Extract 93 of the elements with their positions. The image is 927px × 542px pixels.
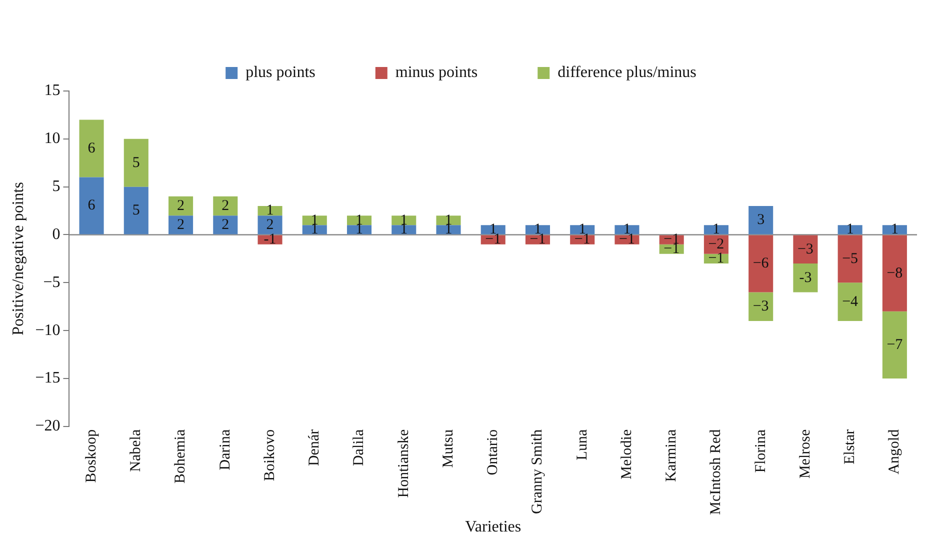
data-label: 2: [222, 198, 230, 214]
data-label: 1: [846, 222, 854, 238]
data-label: 6: [88, 140, 96, 156]
bar: [525, 235, 550, 244]
legend-label: minus points: [395, 64, 478, 82]
bar: [793, 235, 818, 264]
data-label: −8: [886, 265, 903, 282]
bar: [838, 225, 862, 234]
legend-label: difference plus/minus: [558, 64, 696, 82]
data-label: −7: [886, 336, 904, 353]
bar: [838, 235, 862, 283]
bar: [480, 225, 506, 234]
bar: [258, 206, 282, 216]
bar: [614, 235, 640, 244]
y-tick-label: 0: [52, 226, 60, 243]
x-tick-label: Darina: [217, 429, 234, 470]
bar: [748, 235, 774, 292]
x-tick-label: Angold: [886, 428, 903, 474]
bar: [793, 263, 818, 292]
bar: [480, 235, 506, 244]
x-tick-label: Luna: [574, 429, 590, 460]
bar: [258, 216, 282, 234]
data-label: 1: [266, 202, 274, 219]
data-label: -3: [799, 270, 812, 286]
bar: [258, 235, 282, 244]
x-tick-label: Bohemia: [172, 429, 189, 484]
data-label: 1: [310, 222, 318, 238]
bar: [302, 216, 327, 226]
bar: [882, 311, 907, 378]
bar: [302, 225, 327, 234]
bar: [838, 282, 862, 321]
y-tick-label: 10: [44, 130, 60, 148]
x-tick-label: Hontianske: [396, 429, 412, 498]
data-label: 1: [489, 222, 497, 238]
bar: [570, 235, 595, 244]
x-tick-label: Mutsu: [440, 428, 456, 468]
y-tick-label: 5: [52, 178, 60, 196]
y-tick-label: −10: [35, 322, 60, 339]
bar: [168, 196, 194, 216]
x-tick-label: Dalila: [351, 429, 368, 466]
x-axis-title: Varieties: [465, 518, 522, 536]
x-tick-label: Boikovo: [262, 429, 278, 482]
x-tick-label: Granny Smith: [530, 428, 546, 514]
bar: [213, 216, 238, 234]
bar: [748, 206, 774, 234]
bar: [124, 138, 148, 187]
bar: [659, 235, 684, 244]
bar: [748, 292, 774, 321]
data-label: 5: [132, 154, 140, 171]
x-tick-label: Boskoop: [83, 429, 100, 483]
data-label: −4: [842, 294, 859, 310]
data-label: -1: [264, 232, 276, 248]
legend-label: plus points: [246, 64, 316, 82]
bar: [79, 120, 104, 178]
bar: [436, 216, 461, 226]
x-tick-label: Nabela: [128, 429, 144, 472]
data-label: −5: [842, 250, 858, 267]
x-tick-label: Melodie: [618, 429, 635, 480]
data-label: 6: [88, 198, 96, 214]
data-label: −3: [752, 298, 769, 315]
y-tick-label: −20: [35, 418, 60, 435]
bar: [614, 225, 640, 234]
x-tick-label: Elstar: [842, 429, 858, 464]
bar: [168, 216, 194, 234]
y-tick-label: −15: [35, 370, 60, 387]
data-label: 1: [890, 222, 898, 238]
data-label: 1: [534, 222, 542, 238]
data-label: 2: [177, 198, 185, 214]
data-label: 1: [712, 222, 720, 238]
x-tick-label: Ontario: [485, 429, 502, 476]
data-label: 5: [132, 202, 140, 218]
x-tick-label: Karmina: [664, 429, 680, 482]
data-label: −6: [752, 256, 770, 272]
data-label: −1: [708, 250, 724, 267]
bar: [124, 186, 148, 234]
data-label: −3: [797, 241, 814, 258]
y-axis-title: Positive/negative points: [10, 182, 27, 336]
data-label: 2: [177, 216, 185, 233]
bar: [213, 196, 238, 216]
data-label: 2: [222, 216, 230, 233]
data-label: 3: [757, 212, 765, 228]
x-tick-label: McIntosh Red: [708, 428, 724, 515]
data-label: 2: [266, 216, 274, 233]
x-tick-label: Florina: [752, 429, 769, 473]
bar: [436, 225, 461, 234]
y-tick-label: 15: [44, 82, 60, 100]
bar: [704, 235, 728, 254]
x-tick-label: Melrose: [797, 429, 814, 479]
x-tick-label: Denár: [306, 429, 323, 466]
data-label: −2: [708, 236, 724, 253]
bar: [79, 177, 104, 234]
y-tick-label: −5: [43, 274, 60, 291]
bar: [882, 235, 907, 312]
